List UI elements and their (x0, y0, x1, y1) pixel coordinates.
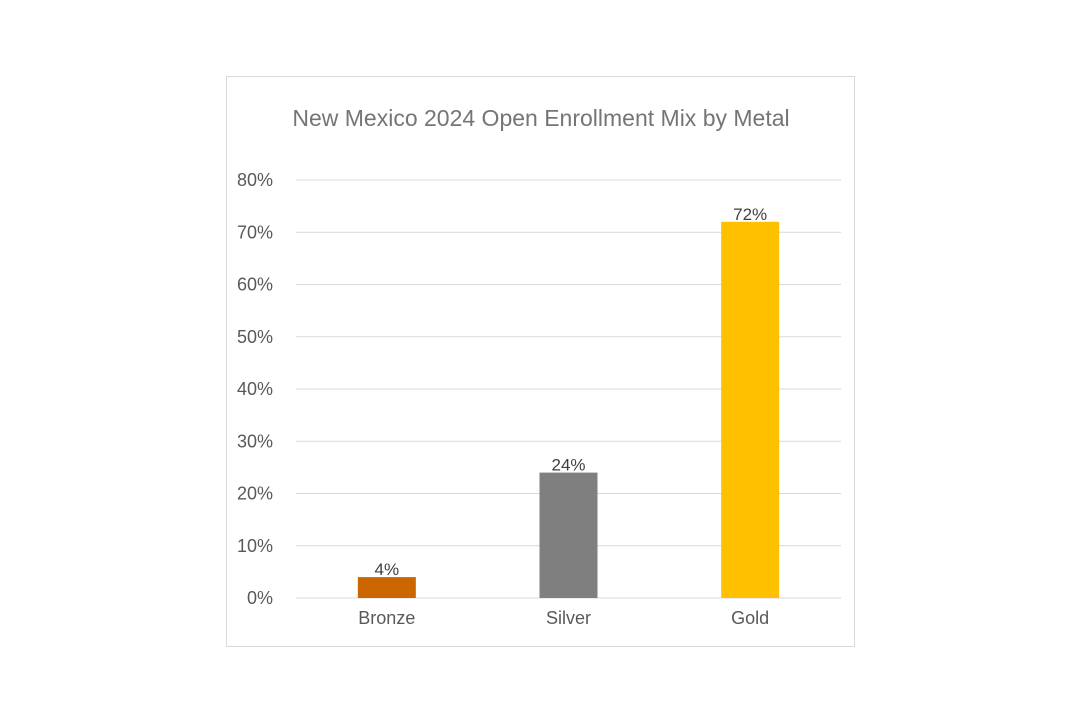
gridlines (296, 179, 841, 599)
y-axis-ticks: 0% 10% 20% 30% 40% 50% 60% 70% 80% (237, 170, 273, 608)
y-tick-label: 80% (237, 170, 273, 190)
bar-silver (539, 472, 598, 598)
category-label-silver: Silver (546, 608, 591, 628)
y-tick-label: 60% (237, 275, 273, 295)
data-label-gold: 72% (733, 205, 767, 224)
data-label-bronze: 4% (375, 560, 400, 579)
y-tick-label: 40% (237, 379, 273, 399)
y-tick-label: 20% (237, 484, 273, 504)
y-tick-label: 70% (237, 222, 273, 242)
category-label-bronze: Bronze (358, 608, 415, 628)
data-label-silver: 24% (551, 456, 585, 475)
y-tick-label: 0% (247, 588, 273, 608)
chart-frame: New Mexico 2024 Open Enrollment Mix by M… (226, 76, 855, 647)
data-labels: 4% 24% 72% (375, 205, 768, 579)
chart-title: New Mexico 2024 Open Enrollment Mix by M… (292, 105, 789, 131)
bar-bronze (357, 577, 416, 598)
x-axis-categories: Bronze Silver Gold (358, 608, 769, 628)
bars (357, 221, 780, 599)
bar-chart: New Mexico 2024 Open Enrollment Mix by M… (237, 105, 841, 628)
y-tick-label: 10% (237, 536, 273, 556)
y-tick-label: 50% (237, 327, 273, 347)
y-tick-label: 30% (237, 431, 273, 451)
category-label-gold: Gold (731, 608, 769, 628)
bar-gold (721, 221, 780, 599)
